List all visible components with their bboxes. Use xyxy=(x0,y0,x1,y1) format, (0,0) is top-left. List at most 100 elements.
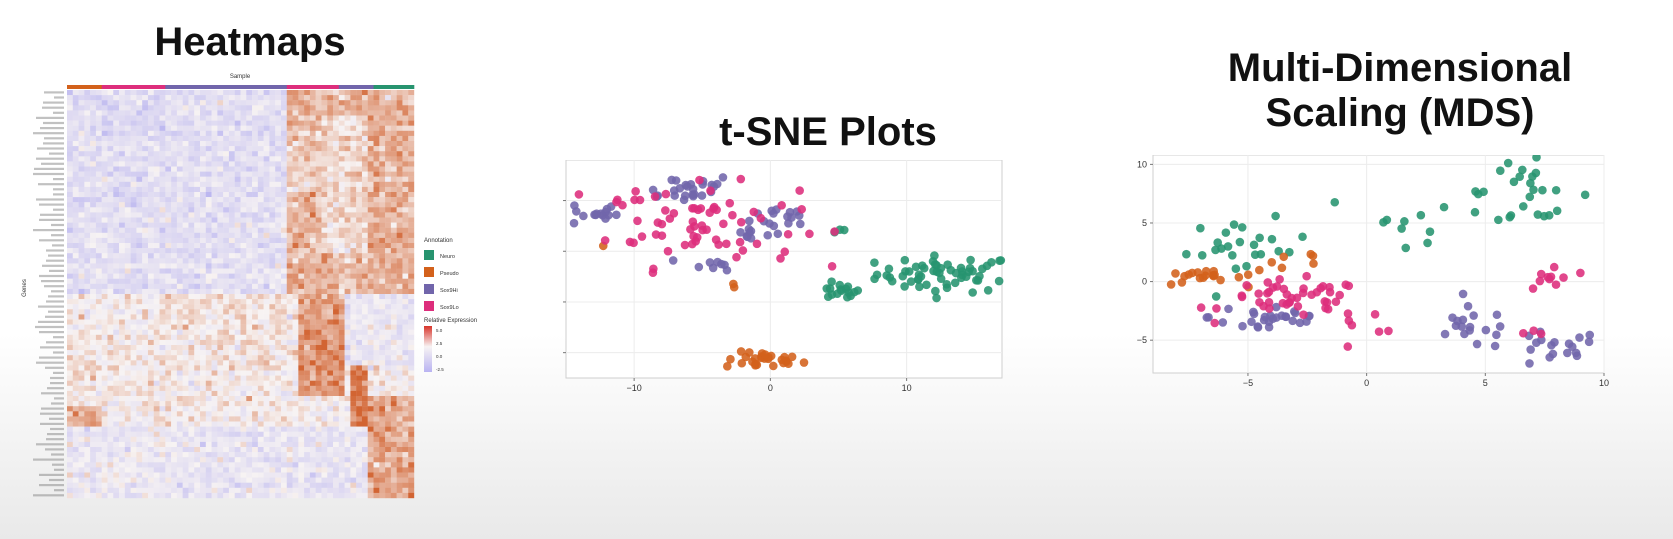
heatmap-cell xyxy=(275,339,282,346)
heatmap-cell xyxy=(309,390,316,397)
heatmap-cell xyxy=(356,447,363,453)
heatmap-cell xyxy=(379,288,386,295)
heatmap-cell xyxy=(200,294,206,300)
heatmap-cell xyxy=(228,487,235,494)
heatmap-cell xyxy=(275,243,282,249)
heatmap-cell xyxy=(176,299,183,305)
heatmap-cell xyxy=(234,202,241,208)
heatmap-cell xyxy=(205,202,212,208)
heatmap-cell xyxy=(373,288,380,295)
gene-row-label xyxy=(48,295,64,298)
heatmap-cell xyxy=(321,294,328,300)
heatmap-cell xyxy=(194,161,201,167)
heatmap-cell xyxy=(367,161,374,167)
heatmap-cell xyxy=(113,227,120,233)
heatmap-cell xyxy=(223,304,230,310)
heatmap-cell xyxy=(408,186,415,193)
heatmap-cell xyxy=(257,207,264,213)
heatmap-cell xyxy=(344,90,351,96)
heatmap-cell xyxy=(327,192,334,198)
heatmap-cell xyxy=(356,487,363,494)
heatmap-cell xyxy=(315,90,322,96)
heatmap-cell xyxy=(402,355,409,361)
heatmap-cell xyxy=(321,105,328,111)
heatmap-cell xyxy=(292,161,299,167)
heatmap-cell xyxy=(153,334,160,341)
heatmap-cell xyxy=(72,294,79,300)
heatmap-cell xyxy=(292,385,299,392)
heatmap-cell xyxy=(257,166,264,172)
heatmap-cell xyxy=(396,462,403,468)
heatmap-cell xyxy=(211,90,218,96)
heatmap-cell xyxy=(159,171,166,177)
heatmap-cell xyxy=(344,441,351,448)
heatmap-cell xyxy=(142,156,149,162)
heatmap-cell xyxy=(153,237,160,244)
heatmap-cell xyxy=(292,411,299,417)
heatmap-cell xyxy=(228,401,235,407)
heatmap-cell xyxy=(286,482,293,488)
heatmap-cell xyxy=(333,120,340,126)
heatmap-cell xyxy=(246,130,253,137)
heatmap-cell xyxy=(67,447,73,453)
heatmap-cell xyxy=(136,294,143,300)
heatmap-cell xyxy=(72,462,79,468)
heatmap-cell xyxy=(228,100,235,106)
heatmap-cell xyxy=(228,115,235,121)
heatmap-cell xyxy=(327,441,334,448)
heatmap-cell xyxy=(240,283,247,290)
heatmap-cell xyxy=(240,406,247,412)
heatmap-cell xyxy=(402,90,409,96)
heatmap-cell xyxy=(327,222,334,228)
heatmap-cell xyxy=(390,350,397,356)
heatmap-cell xyxy=(390,339,397,346)
heatmap-cell xyxy=(338,130,345,137)
heatmap-cell xyxy=(408,243,415,249)
heatmap-cell xyxy=(228,258,235,264)
heatmap-cell xyxy=(211,396,218,402)
heatmap-cell xyxy=(95,243,102,249)
heatmap-cell xyxy=(119,243,126,249)
heatmap-cell xyxy=(292,447,299,453)
heatmap-cell xyxy=(176,447,183,453)
heatmap-cell xyxy=(171,217,178,223)
heatmap-cell xyxy=(304,186,311,193)
heatmap-cell xyxy=(136,482,143,488)
heatmap-cell xyxy=(408,294,415,300)
heatmap-cell xyxy=(304,436,311,443)
heatmap-cell xyxy=(67,243,73,249)
heatmap-cell xyxy=(361,100,368,106)
heatmap-cell xyxy=(338,375,345,381)
heatmap-cell xyxy=(153,186,160,193)
tsne-point xyxy=(968,288,977,297)
heatmap-cell xyxy=(275,253,282,259)
heatmap-cell xyxy=(205,166,212,172)
heatmap-cell xyxy=(142,426,149,432)
heatmap-cell xyxy=(315,125,322,131)
heatmap-cell xyxy=(257,355,264,361)
heatmap-cell xyxy=(194,447,201,453)
heatmap-cell xyxy=(119,278,126,284)
heatmap-cell xyxy=(280,385,287,392)
heatmap-cell xyxy=(107,436,114,443)
heatmap-cell xyxy=(95,253,102,259)
heatmap-cell xyxy=(101,467,108,473)
heatmap-cell xyxy=(252,130,259,137)
heatmap-cell xyxy=(292,151,299,157)
heatmap-cell xyxy=(344,263,351,269)
heatmap-cell xyxy=(356,431,363,437)
heatmap-cell xyxy=(223,441,230,448)
heatmap-cell xyxy=(223,130,230,137)
heatmap-cell xyxy=(176,248,183,254)
heatmap-cell xyxy=(379,324,386,330)
heatmap-cell xyxy=(228,151,235,157)
heatmap-cell xyxy=(408,365,415,371)
heatmap-cell xyxy=(223,452,230,458)
heatmap-cell xyxy=(315,380,322,386)
heatmap-cell xyxy=(275,186,282,193)
heatmap-cell xyxy=(223,426,230,432)
heatmap-cell xyxy=(188,370,195,376)
heatmap-cell xyxy=(338,385,345,392)
heatmap-cell xyxy=(309,243,316,249)
heatmap-cell xyxy=(107,406,114,412)
